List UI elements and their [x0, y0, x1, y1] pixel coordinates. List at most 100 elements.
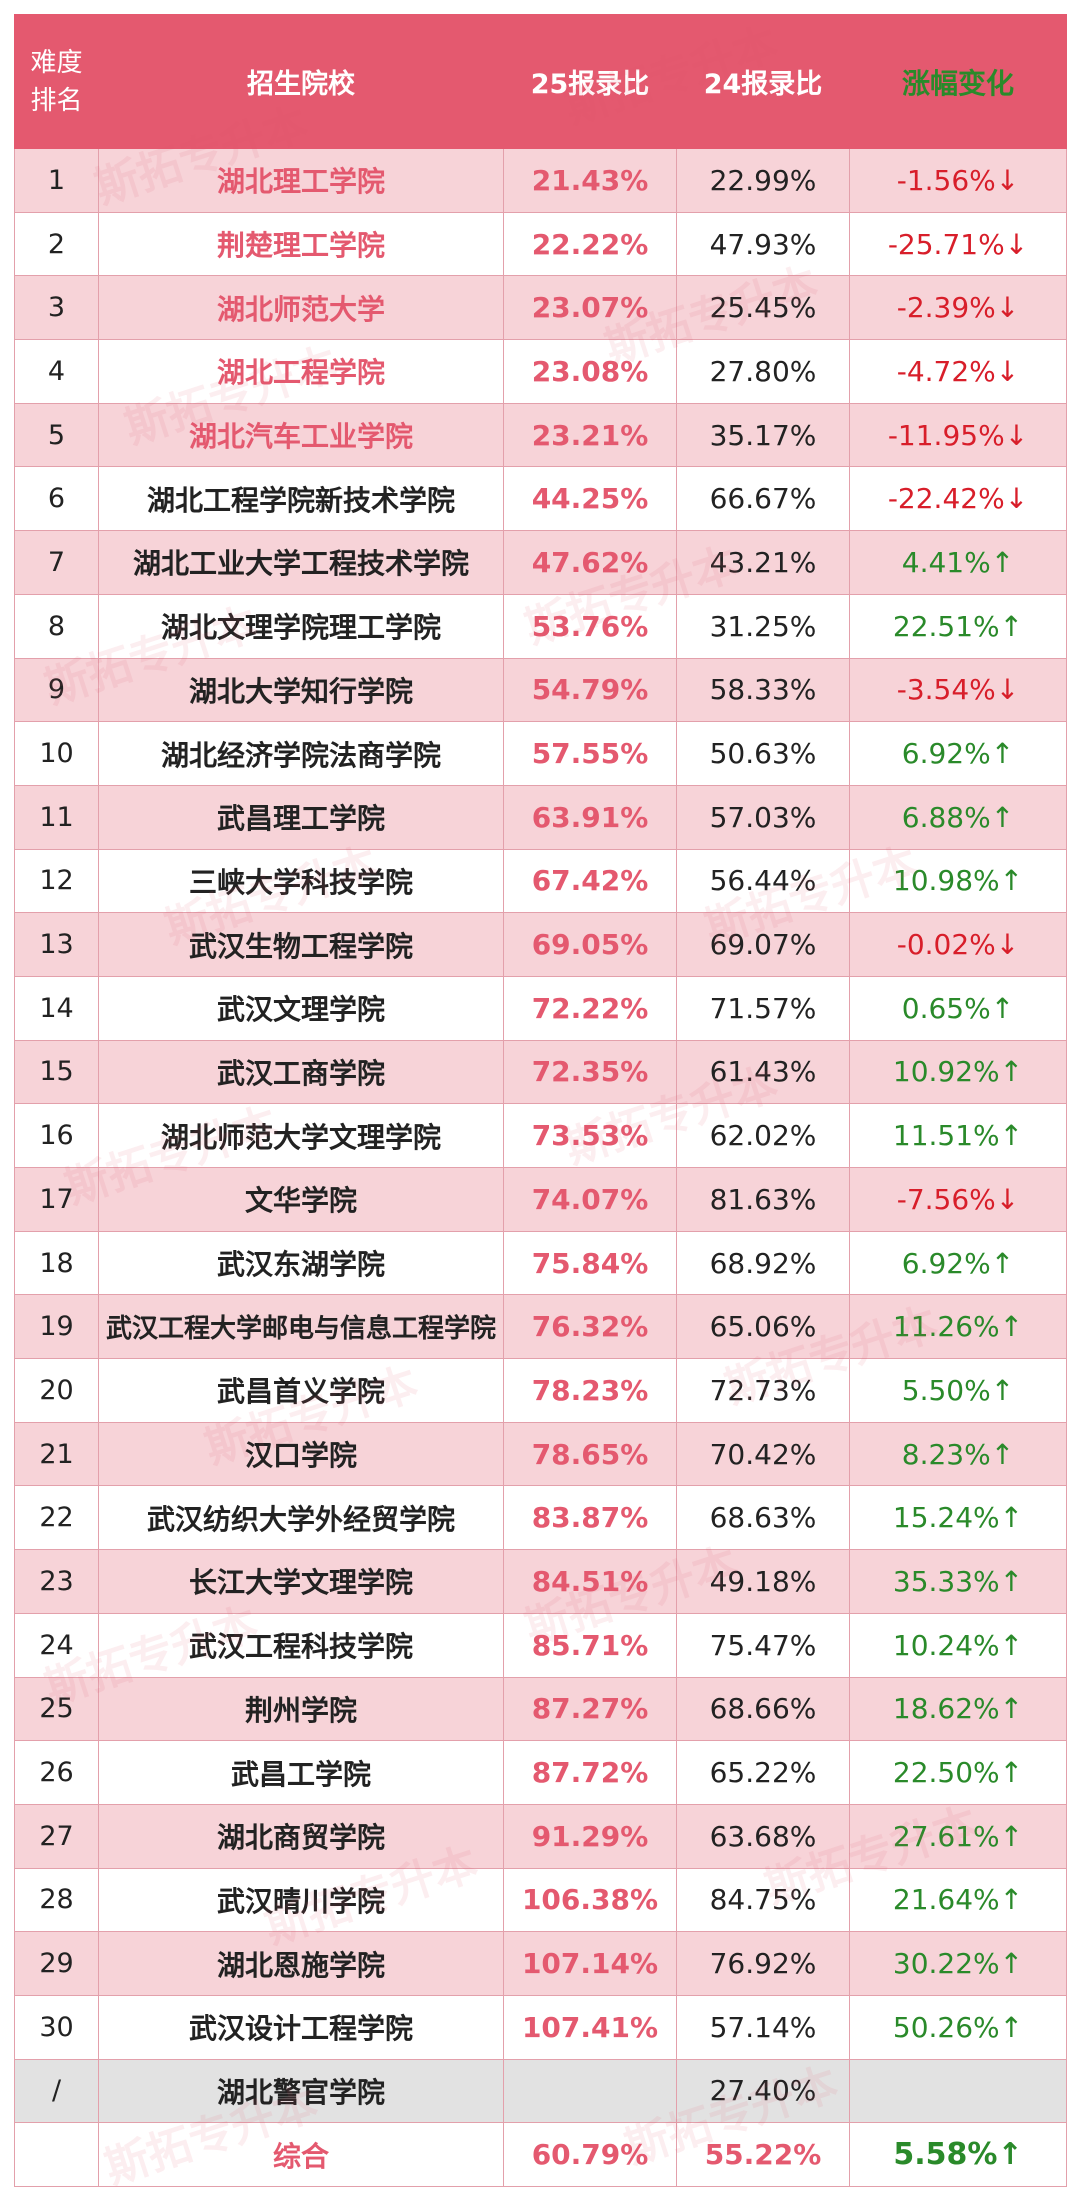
table-body: 1 湖北理工学院 21.43% 22.99% -1.56%↓ 2 荆楚理工学院 22.22% 4… — [14, 148, 1067, 2187]
rank-cell: 22 — [14, 1485, 99, 1551]
ratio-25-cell: 23.08% — [503, 339, 677, 404]
change-cell: -1.56%↓ — [849, 148, 1067, 213]
school-cell: 武昌工学院 — [98, 1740, 504, 1805]
ratio-25-cell: 47.62% — [503, 530, 677, 595]
ranking-table: 难度 排名 招生院校 25报录比 24报录比 涨幅变化 1 湖北理工学院 21.43… — [14, 14, 1067, 2187]
ratio-25-cell: 91.29% — [503, 1803, 677, 1869]
ratio-24-cell: 50.63% — [676, 721, 850, 786]
ratio-25-cell: 57.55% — [503, 721, 677, 786]
ratio-24-cell: 75.47% — [676, 1612, 850, 1678]
table-row: 14 武汉文理学院 72.22% 71.57% 0.65%↑ — [14, 975, 1067, 1041]
change-cell: 4.41%↑ — [849, 530, 1067, 595]
ratio-25-cell: 44.25% — [503, 466, 677, 532]
ratio-24-cell: 35.17% — [676, 402, 850, 468]
school-cell: 武汉东湖学院 — [98, 1230, 504, 1296]
school-cell: 武汉生物工程学院 — [98, 912, 504, 977]
school-cell: 武汉晴川学院 — [98, 1867, 504, 1933]
rank-cell: 9 — [14, 657, 99, 723]
ratio-25-cell: 23.07% — [503, 275, 677, 341]
change-cell: 0.65%↑ — [849, 975, 1067, 1041]
table-row: 21 汉口学院 78.65% 70.42% 8.23%↑ — [14, 1421, 1067, 1487]
change-cell: 15.24%↑ — [849, 1485, 1067, 1551]
table-row: 6 湖北工程学院新技术学院 44.25% 66.67% -22.42%↓ — [14, 466, 1067, 532]
table-row: 26 武昌工学院 87.72% 65.22% 22.50%↑ — [14, 1740, 1067, 1805]
ratio-24-cell: 27.80% — [676, 339, 850, 404]
school-cell: 湖北师范大学文理学院 — [98, 1103, 504, 1168]
ratio-24-cell: 68.66% — [676, 1676, 850, 1742]
change-cell: -22.42%↓ — [849, 466, 1067, 532]
rank-cell: 18 — [14, 1230, 99, 1296]
table-row: 10 湖北经济学院法商学院 57.55% 50.63% 6.92%↑ — [14, 721, 1067, 786]
header-rank: 难度 排名 — [14, 14, 99, 149]
ratio-24-cell: 57.14% — [676, 1994, 850, 2060]
table-row: 24 武汉工程科技学院 85.71% 75.47% 10.24%↑ — [14, 1612, 1067, 1678]
change-cell: 30.22%↑ — [849, 1931, 1067, 1996]
ratio-24-cell: 76.92% — [676, 1931, 850, 1996]
change-cell: 10.98%↑ — [849, 848, 1067, 914]
change-cell: 50.26%↑ — [849, 1994, 1067, 2060]
ratio-25-cell: 72.35% — [503, 1039, 677, 1105]
rank-cell: 13 — [14, 912, 99, 977]
ratio-24-cell: 72.73% — [676, 1358, 850, 1423]
rank-cell: 19 — [14, 1294, 99, 1360]
table-row: 11 武昌理工学院 63.91% 57.03% 6.88%↑ — [14, 784, 1067, 850]
school-cell: 武汉纺织大学外经贸学院 — [98, 1485, 504, 1551]
rank-cell: 10 — [14, 721, 99, 786]
rank-cell: 26 — [14, 1740, 99, 1805]
table-row: 18 武汉东湖学院 75.84% 68.92% 6.92%↑ — [14, 1230, 1067, 1296]
change-cell: 10.24%↑ — [849, 1612, 1067, 1678]
table-row: 15 武汉工商学院 72.35% 61.43% 10.92%↑ — [14, 1039, 1067, 1105]
ratio-24-cell: 68.63% — [676, 1485, 850, 1551]
rank-cell: 7 — [14, 530, 99, 595]
ratio-25-cell: 78.23% — [503, 1358, 677, 1423]
school-cell: 长江大学文理学院 — [98, 1549, 504, 1614]
table-row: 12 三峡大学科技学院 67.42% 56.44% 10.98%↑ — [14, 848, 1067, 914]
rank-cell: 2 — [14, 211, 99, 277]
special-row: / 湖北警官学院 27.40% — [14, 2058, 1067, 2124]
total-ratio-25-cell: 60.79% — [503, 2122, 677, 2187]
change-cell: 18.62%↑ — [849, 1676, 1067, 1742]
rank-cell: 11 — [14, 784, 99, 850]
ratio-25-cell: 69.05% — [503, 912, 677, 977]
header-rank-line1: 难度 — [30, 47, 83, 78]
total-ratio-24-cell: 55.22% — [676, 2122, 850, 2187]
table-header: 难度 排名 招生院校 25报录比 24报录比 涨幅变化 — [14, 14, 1067, 149]
ratio-25-cell: 84.51% — [503, 1549, 677, 1614]
school-cell: 湖北理工学院 — [98, 148, 504, 213]
change-cell: -25.71%↓ — [849, 211, 1067, 277]
change-cell: -7.56%↓ — [849, 1167, 1067, 1232]
table-row: 3 湖北师范大学 23.07% 25.45% -2.39%↓ — [14, 275, 1067, 341]
ratio-25-cell: 107.14% — [503, 1931, 677, 1996]
rank-cell: 6 — [14, 466, 99, 532]
ratio-25-cell: 78.65% — [503, 1421, 677, 1487]
ratio-24-cell: 69.07% — [676, 912, 850, 977]
table-row: 19 武汉工程大学邮电与信息工程学院 76.32% 65.06% 11.26%↑ — [14, 1294, 1067, 1360]
school-cell: 三峡大学科技学院 — [98, 848, 504, 914]
rank-cell: 20 — [14, 1358, 99, 1423]
table-row: 4 湖北工程学院 23.08% 27.80% -4.72%↓ — [14, 339, 1067, 404]
ratio-25-cell: 21.43% — [503, 148, 677, 213]
table-row: 25 荆州学院 87.27% 68.66% 18.62%↑ — [14, 1676, 1067, 1742]
change-cell: 35.33%↑ — [849, 1549, 1067, 1614]
school-cell: 文华学院 — [98, 1167, 504, 1232]
table-row: 27 湖北商贸学院 91.29% 63.68% 27.61%↑ — [14, 1803, 1067, 1869]
ratio-24-cell: 47.93% — [676, 211, 850, 277]
school-cell: 武汉设计工程学院 — [98, 1994, 504, 2060]
rank-cell — [14, 2122, 99, 2187]
school-cell: 武昌理工学院 — [98, 784, 504, 850]
ratio-24-cell: 65.22% — [676, 1740, 850, 1805]
ratio-24-cell: 57.03% — [676, 784, 850, 850]
change-cell: -11.95%↓ — [849, 402, 1067, 468]
rank-cell: 3 — [14, 275, 99, 341]
ratio-25-cell: 67.42% — [503, 848, 677, 914]
change-cell: 22.50%↑ — [849, 1740, 1067, 1805]
rank-cell: 4 — [14, 339, 99, 404]
rank-cell: 5 — [14, 402, 99, 468]
ratio-25-cell: 72.22% — [503, 975, 677, 1041]
ratio-24-cell: 31.25% — [676, 593, 850, 659]
change-cell: 11.26%↑ — [849, 1294, 1067, 1360]
header-change: 涨幅变化 — [849, 14, 1067, 149]
table-row: 9 湖北大学知行学院 54.79% 58.33% -3.54%↓ — [14, 657, 1067, 723]
change-cell: 6.88%↑ — [849, 784, 1067, 850]
ratio-24-cell: 81.63% — [676, 1167, 850, 1232]
